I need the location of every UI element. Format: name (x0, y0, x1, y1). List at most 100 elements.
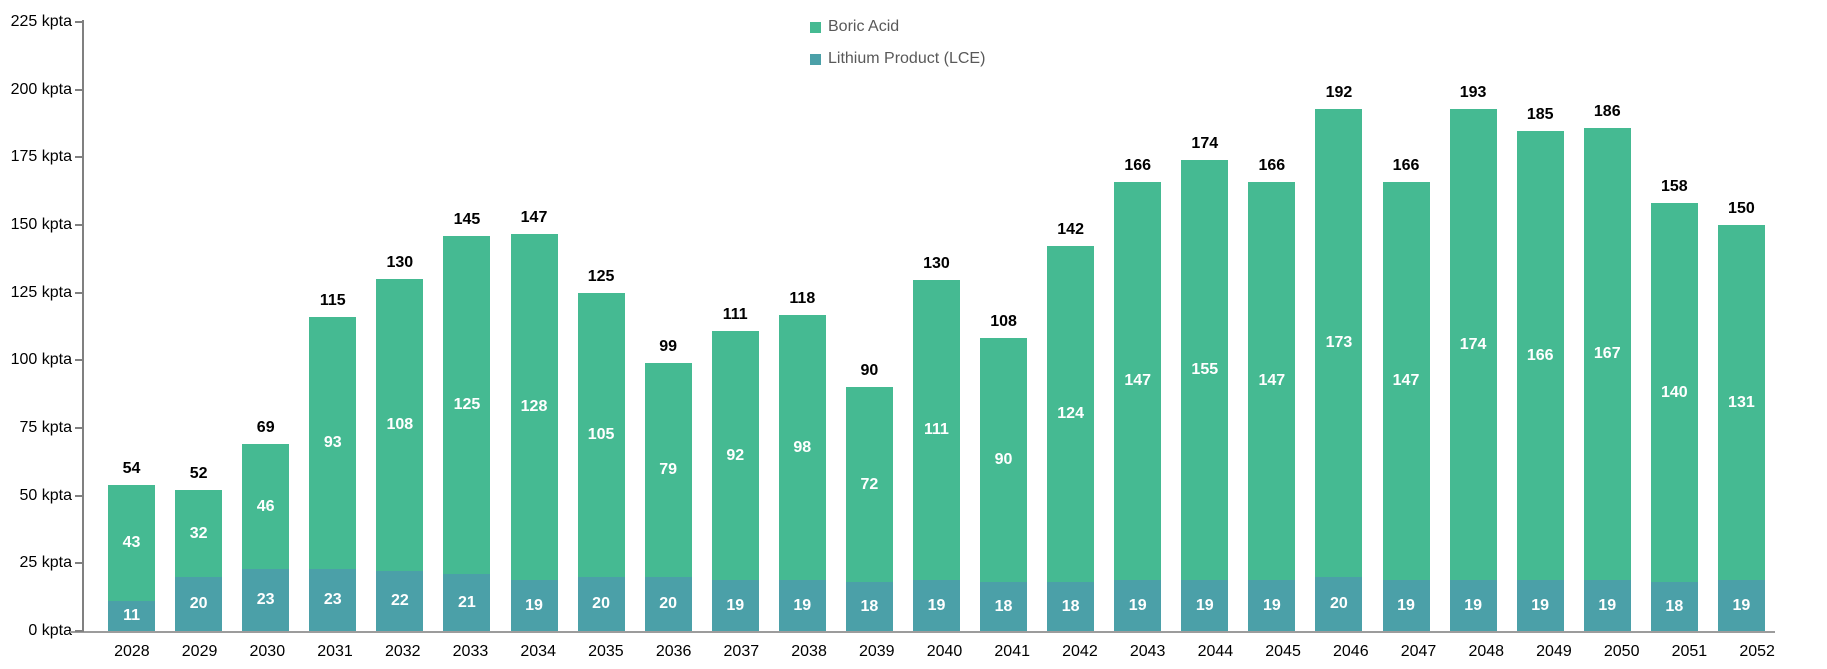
stacked-bar-2046: 192 173 20 (1315, 84, 1363, 631)
bar-segment-boric-acid: 108 (376, 279, 424, 571)
bar-segment-value-label: 92 (726, 446, 745, 464)
bar-segment-value-label: 128 (520, 398, 548, 415)
bar-segment-boric-acid: 174 (1449, 109, 1497, 580)
bar-segment-boric-acid: 167 (1583, 128, 1631, 580)
bar-segment-boric-acid: 147 (1248, 182, 1296, 580)
bar-total-label: 166 (1258, 157, 1286, 174)
bar-column: 69 46 23 (232, 22, 299, 631)
bar-segment-value-label: 173 (1325, 334, 1353, 351)
stacked-bar-2042: 142 124 18 (1047, 221, 1095, 631)
bar-segment-lithium-product-lce: 18 (1650, 582, 1698, 631)
bar-column: 108 90 18 (970, 22, 1037, 631)
bar-column: 166 147 19 (1372, 22, 1439, 631)
bar-total-label: 108 (990, 313, 1017, 330)
bar-total-label: 52 (189, 465, 208, 482)
bar-segment-lithium-product-lce: 20 (577, 577, 625, 631)
bars-container: 54 43 11 52 32 20 69 46 23 115 93 23 130 108 22 145 125 2… (84, 22, 1775, 631)
legend-item-boric-acid: Boric Acid (810, 18, 985, 36)
stacked-bar-2038: 118 98 19 (778, 290, 826, 631)
bar-column: 54 43 11 (98, 22, 165, 631)
x-axis-year-label: 2047 (1400, 643, 1437, 660)
bar-segment-value-label: 124 (1057, 405, 1084, 422)
bar-column: 174 155 19 (1171, 22, 1238, 631)
bar-segment-boric-acid: 140 (1650, 203, 1698, 582)
x-axis-year-label: 2036 (655, 643, 692, 660)
bar-segment-boric-acid: 98 (778, 315, 826, 580)
y-axis-labels: 0 kpta 25 kpta 50 kpta 75 kpta 100 kpta 125 k… (0, 14, 72, 639)
y-axis-tick-label: 25 kpta (19, 554, 72, 572)
stacked-bar-2036: 99 79 20 (644, 338, 692, 631)
y-axis-tick-mark (75, 224, 84, 226)
bar-segment-lithium-product-lce: 19 (1248, 580, 1296, 631)
y-axis-tick-mark (75, 630, 84, 632)
bar-segment-lithium-product-lce: 18 (1047, 582, 1095, 631)
bar-segment-value-label: 19 (927, 596, 946, 614)
bar-column: 142 124 18 (1037, 22, 1104, 631)
stacked-bar-2051: 158 140 18 (1650, 178, 1698, 631)
bar-column: 130 111 19 (903, 22, 970, 631)
bar-column: 90 72 18 (836, 22, 903, 631)
y-axis-tick-label: 0 kpta (28, 622, 72, 639)
bar-segment-lithium-product-lce: 20 (1315, 577, 1363, 631)
bar-segment-value-label: 19 (1262, 596, 1281, 614)
bar-segment-value-label: 19 (1195, 596, 1214, 614)
bar-segment-value-label: 147 (1258, 372, 1286, 389)
bar-segment-value-label: 19 (525, 596, 543, 614)
bar-column: 150 131 19 (1708, 22, 1775, 631)
bar-segment-value-label: 167 (1593, 345, 1621, 362)
bar-segment-boric-acid: 124 (1047, 246, 1095, 582)
x-axis-year-label: 2051 (1671, 643, 1708, 660)
bar-segment-lithium-product-lce: 19 (1382, 580, 1430, 631)
bar-segment-value-label: 43 (122, 534, 141, 551)
y-axis-tick-mark (75, 21, 84, 23)
bar-total-label: 90 (860, 362, 879, 379)
y-axis-tick-label: 175 kpta (10, 148, 72, 166)
bar-segment-value-label: 23 (256, 591, 275, 608)
y-axis-tick-label: 125 kpta (10, 283, 72, 301)
bar-segment-boric-acid: 72 (845, 387, 893, 582)
stacked-bar-2044: 174 155 19 (1181, 135, 1229, 631)
bar-total-label: 174 (1191, 135, 1219, 152)
y-axis-tick-label: 75 kpta (19, 419, 72, 436)
bar-segment-boric-acid: 111 (912, 280, 960, 580)
bar-segment-boric-acid: 92 (711, 331, 759, 580)
bar-column: 193 174 19 (1440, 22, 1507, 631)
bar-segment-boric-acid: 147 (1382, 182, 1430, 580)
bar-segment-lithium-product-lce: 19 (510, 580, 558, 631)
bar-segment-value-label: 108 (386, 416, 414, 433)
stacked-bar-2033: 145 125 21 (443, 211, 491, 631)
bar-segment-lithium-product-lce: 20 (175, 577, 223, 631)
bar-column: 99 79 20 (635, 22, 702, 631)
stacked-bar-2048: 193 174 19 (1449, 84, 1497, 631)
bar-column: 186 167 19 (1574, 22, 1641, 631)
bar-segment-value-label: 18 (1061, 597, 1080, 615)
bar-column: 130 108 22 (366, 22, 433, 631)
bar-column: 185 166 19 (1507, 22, 1574, 631)
y-axis-tick-label: 50 kpta (19, 486, 72, 504)
stacked-bar-2039: 90 72 18 (845, 362, 893, 631)
bar-segment-value-label: 20 (659, 595, 678, 612)
bar-segment-value-label: 166 (1526, 346, 1554, 364)
bar-segment-lithium-product-lce: 21 (443, 574, 491, 631)
bar-segment-value-label: 19 (1397, 596, 1415, 614)
bar-column: 125 105 20 (568, 22, 635, 631)
bar-column: 158 140 18 (1641, 22, 1708, 631)
bar-total-label: 145 (453, 211, 481, 228)
bar-segment-lithium-product-lce: 19 (1449, 580, 1497, 631)
bar-total-label: 193 (1459, 84, 1487, 101)
y-axis-tick-mark (75, 291, 84, 294)
bar-segment-value-label: 111 (924, 421, 949, 438)
stacked-bar-2049: 185 166 19 (1516, 106, 1564, 631)
legend-color-swatch-boric-acid (810, 21, 821, 33)
bar-segment-lithium-product-lce: 18 (980, 582, 1028, 631)
y-axis-tick-mark (75, 427, 84, 429)
stacked-bar-2032: 130 108 22 (376, 254, 424, 631)
x-axis-year-label: 2043 (1129, 643, 1166, 660)
chart-legend: Boric Acid Lithium Product (LCE) (810, 18, 985, 82)
bar-segment-value-label: 19 (1128, 596, 1147, 614)
bar-segment-boric-acid: 90 (980, 338, 1028, 582)
bar-segment-lithium-product-lce: 19 (912, 580, 960, 631)
bar-segment-boric-acid: 128 (510, 234, 558, 580)
bar-segment-boric-acid: 173 (1315, 109, 1363, 577)
